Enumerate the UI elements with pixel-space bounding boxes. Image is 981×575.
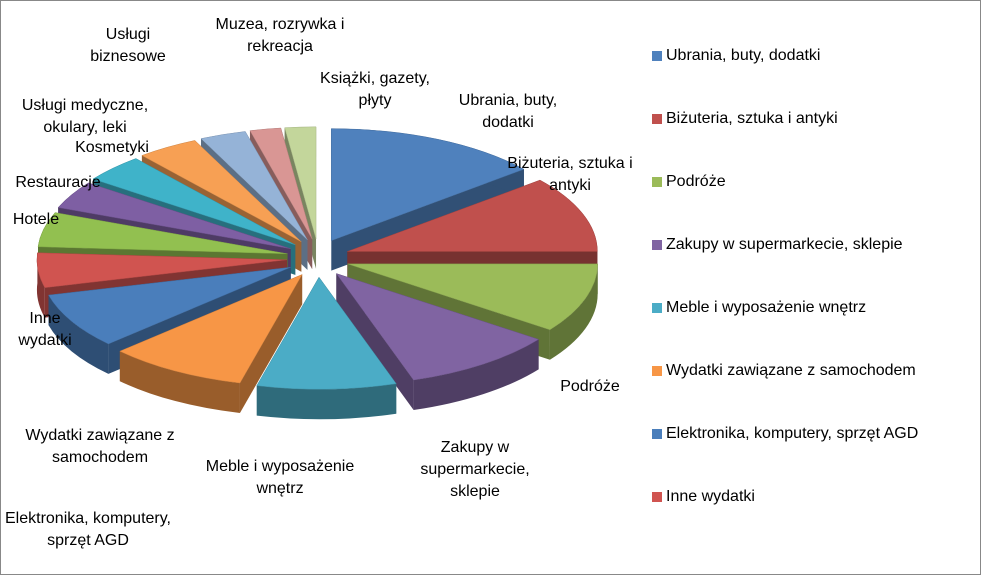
data-label: Podróże bbox=[560, 378, 620, 395]
slice-wall bbox=[256, 383, 397, 420]
data-label: Książki, gazety, płyty bbox=[320, 70, 430, 109]
data-label: Usługi biznesowe bbox=[90, 26, 166, 65]
slice bbox=[200, 131, 308, 241]
legend-label: Inne wydatki bbox=[666, 488, 755, 505]
slice bbox=[37, 212, 288, 255]
slice bbox=[347, 263, 598, 331]
slice bbox=[284, 126, 317, 239]
legend-label: Zakupy w supermarkecie, sklepie bbox=[666, 236, 903, 253]
data-label: Hotele bbox=[12, 211, 60, 228]
data-label: Inne wydatki bbox=[18, 310, 72, 349]
legend-swatch bbox=[652, 114, 662, 124]
data-label: Muzea, rozrywka i rekreacja bbox=[215, 16, 345, 55]
legend-swatch bbox=[652, 366, 662, 376]
legend-swatch bbox=[652, 492, 662, 502]
slice bbox=[141, 140, 302, 243]
legend-label: Ubrania, buty, dodatki bbox=[666, 47, 821, 64]
legend-label: Meble i wyposażenie wnętrz bbox=[666, 299, 867, 316]
legend-label: Elektronika, komputery, sprzęt AGD bbox=[666, 425, 919, 442]
slice bbox=[256, 276, 397, 390]
slice bbox=[331, 128, 525, 241]
data-label: Kosmetyki bbox=[75, 139, 149, 156]
slice bbox=[48, 267, 291, 345]
data-label: Usługi medyczne, okulary, leki bbox=[21, 97, 149, 136]
legend-label: Podróże bbox=[666, 173, 726, 190]
slice bbox=[249, 127, 313, 240]
legend-swatch bbox=[652, 240, 662, 250]
slice bbox=[36, 252, 287, 288]
slice-wall bbox=[119, 351, 240, 414]
slice bbox=[347, 179, 598, 252]
slice-side bbox=[336, 273, 414, 411]
data-label: Biżuteria, sztuka i antyki bbox=[507, 155, 633, 194]
slice-wall bbox=[413, 339, 539, 411]
legend-swatch bbox=[652, 429, 662, 439]
legend-swatch bbox=[652, 303, 662, 313]
data-label: Meble i wyposażenie wnętrz bbox=[205, 458, 355, 497]
legend-label: Biżuteria, sztuka i antyki bbox=[666, 110, 838, 127]
data-label: Wydatki zawiązane z samochodem bbox=[25, 427, 175, 466]
legend-label: Wydatki zawiązane z samochodem bbox=[666, 362, 916, 379]
slice bbox=[119, 274, 303, 384]
slice bbox=[57, 182, 291, 249]
data-label: Restauracje bbox=[15, 174, 101, 191]
data-label: Zakupy w supermarkecie, sklepie bbox=[420, 439, 530, 500]
data-label: Elektronika, komputery, sprzęt AGD bbox=[5, 510, 171, 549]
legend-swatch bbox=[652, 51, 662, 61]
slice-wall bbox=[48, 295, 109, 374]
data-label: Ubrania, buty, dodatki bbox=[458, 92, 558, 131]
slice bbox=[335, 273, 540, 381]
slice bbox=[92, 158, 296, 246]
slice-wall bbox=[36, 252, 45, 318]
legend-swatch bbox=[652, 177, 662, 187]
